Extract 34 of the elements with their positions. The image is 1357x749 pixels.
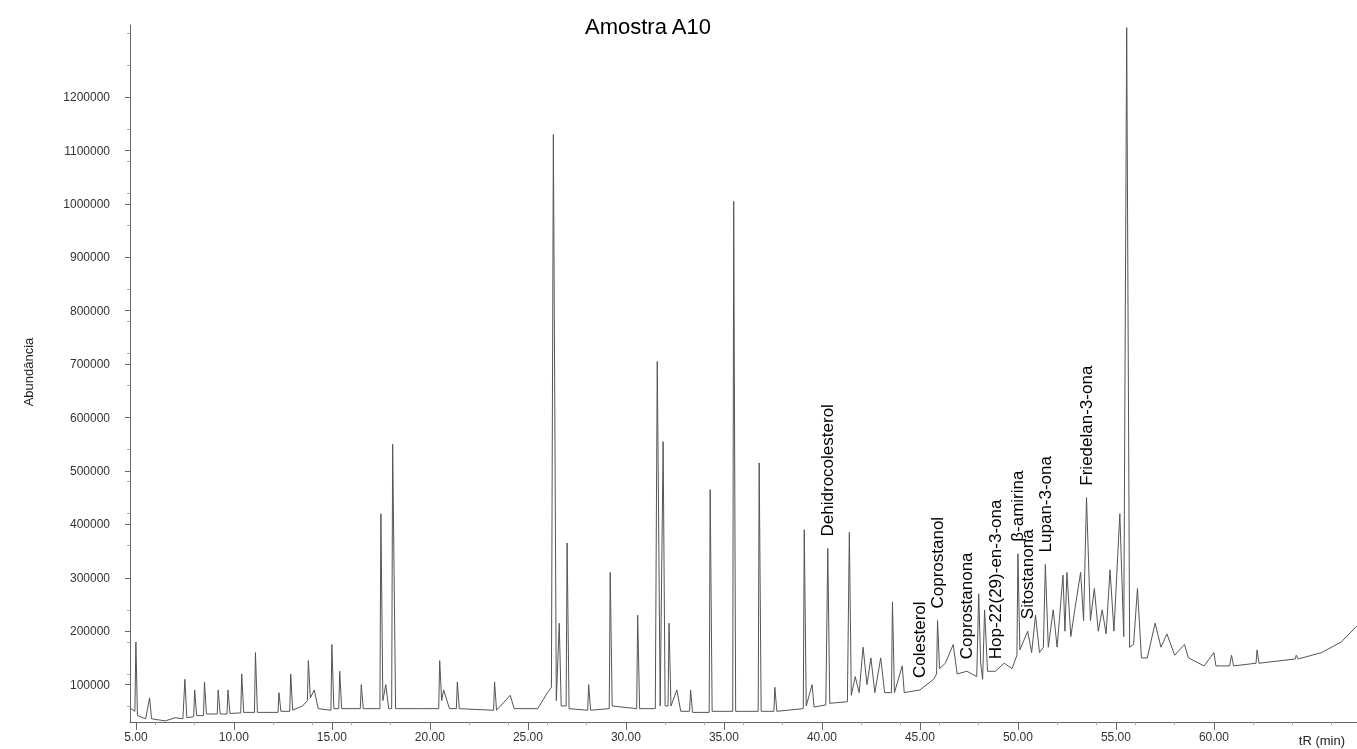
y-tick-label: 400000 xyxy=(69,517,111,532)
x-tick-label: 20.00 xyxy=(414,730,446,744)
x-tick-label: 40.00 xyxy=(806,730,838,744)
annotation: Coprostanona xyxy=(957,551,977,660)
x-axis-title: tR (min) xyxy=(1298,733,1345,748)
annotation: Friedelan-3-ona xyxy=(1077,365,1097,486)
y-tick-label: 1100000 xyxy=(64,143,111,158)
y-tick-label: 800000 xyxy=(69,303,111,318)
chart-title: Amostra A10 xyxy=(585,13,711,39)
y-tick-label: 500000 xyxy=(69,463,111,478)
y-axis-title: Abundância xyxy=(20,336,36,407)
x-tick-label: 30.00 xyxy=(610,730,642,744)
annotation: Coprostanol xyxy=(928,516,948,609)
y-tick-label: 1200000 xyxy=(63,90,111,105)
y-tick-label: 100000 xyxy=(69,677,111,692)
x-tick-label: 50.00 xyxy=(1002,730,1034,744)
y-tick-label: 200000 xyxy=(69,624,111,639)
x-tick-label: 25.00 xyxy=(512,730,544,744)
x-tick-label: 5.00 xyxy=(124,730,148,744)
x-tick-label: 35.00 xyxy=(708,730,740,744)
x-tick-label: 55.00 xyxy=(1100,730,1132,744)
y-tick-label: 700000 xyxy=(69,357,111,372)
x-tick-label: 45.00 xyxy=(904,730,936,744)
y-tick-label: 1000000 xyxy=(63,196,111,211)
x-tick-label: 10.00 xyxy=(218,730,250,744)
y-tick-label: 900000 xyxy=(69,250,111,265)
annotation: Colesterol xyxy=(910,601,930,678)
annotation: Lupan-3-ona xyxy=(1035,455,1055,553)
x-tick-label: 60.00 xyxy=(1198,730,1230,744)
annotation: Dehidrocolesterol xyxy=(818,404,838,537)
x-tick-label: 15.00 xyxy=(316,730,348,744)
y-tick-label: 600000 xyxy=(69,410,111,425)
y-tick-label: 300000 xyxy=(69,570,111,585)
annotation: Hop-22(29)-en-3-ona xyxy=(985,499,1005,660)
